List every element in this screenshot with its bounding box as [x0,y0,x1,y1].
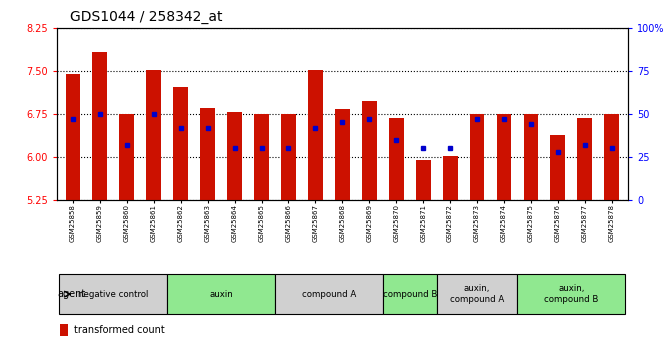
Bar [120,114,134,200]
Text: auxin,
compound B: auxin, compound B [544,284,599,304]
Bar [254,114,269,200]
Bar [275,274,383,314]
Bar [59,274,167,314]
Bar [335,109,350,200]
Bar [362,101,377,200]
Text: compound B: compound B [383,289,437,299]
Bar [281,114,296,200]
Bar [550,135,565,200]
Text: transformed count: transformed count [74,325,165,335]
Bar [65,73,80,200]
Bar [146,70,161,200]
Bar [605,114,619,200]
Bar [383,274,437,314]
Text: compound A: compound A [302,289,356,299]
Bar [389,118,403,200]
Text: auxin,
compound A: auxin, compound A [450,284,504,304]
Bar [92,52,108,200]
Bar [415,160,431,200]
Text: auxin: auxin [209,289,233,299]
Bar [59,324,68,336]
Bar [227,112,242,200]
Bar [200,108,215,200]
Text: GDS1044 / 258342_at: GDS1044 / 258342_at [70,10,222,24]
Bar [308,70,323,200]
Bar [167,274,275,314]
Text: agent: agent [57,289,86,299]
Bar [443,156,458,200]
Bar [470,114,484,200]
Text: negative control: negative control [78,289,148,299]
Bar [524,114,538,200]
Bar [173,87,188,200]
Bar [437,274,518,314]
Bar [577,118,593,200]
Bar [496,115,512,200]
Bar [518,274,625,314]
